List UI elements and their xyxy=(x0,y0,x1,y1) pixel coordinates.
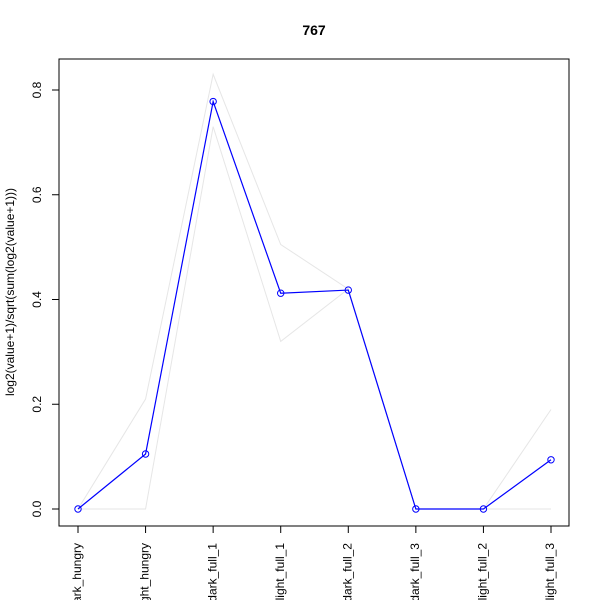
data-point xyxy=(74,505,82,513)
y-tick-label: 0.0 xyxy=(30,500,44,517)
x-tick-label: light_full_2 xyxy=(476,543,490,600)
x-tick-label: dark_full_1 xyxy=(205,543,219,600)
series-line xyxy=(78,126,551,510)
data-point xyxy=(547,456,555,464)
x-tick-label: light_hungry xyxy=(138,543,152,600)
series-background xyxy=(78,126,551,510)
y-axis: 0.0 0.2 0.4 0.6 0.8 xyxy=(30,81,60,517)
x-axis: dark_hungry light_hungry dark_full_1 light_… xyxy=(70,525,557,600)
y-tick-label: 0.2 xyxy=(30,396,44,413)
x-tick-label: dark_full_3 xyxy=(408,543,422,600)
series-highlight xyxy=(74,97,555,513)
data-point xyxy=(479,505,488,513)
plot-area-border xyxy=(58,58,570,527)
data-point xyxy=(141,450,150,458)
x-tick-label: light_full_1 xyxy=(273,543,287,600)
data-point xyxy=(209,97,217,106)
x-tick-label: light_full_3 xyxy=(543,543,557,600)
series-line xyxy=(77,99,552,510)
x-tick-label: dark_hungry xyxy=(70,543,84,600)
y-tick-label: 0.8 xyxy=(30,81,44,98)
data-point xyxy=(412,505,420,513)
data-point xyxy=(277,289,285,297)
y-tick-label: 0.6 xyxy=(30,186,44,203)
chart-title: 767 xyxy=(302,22,326,38)
y-axis-label: log2(value+1)/sqrt(sum(log2(value+1))) xyxy=(3,188,17,396)
y-tick-label: 0.4 xyxy=(30,291,44,308)
data-point xyxy=(344,286,352,294)
x-tick-label: dark_full_2 xyxy=(340,543,354,600)
series-layer xyxy=(74,72,555,513)
